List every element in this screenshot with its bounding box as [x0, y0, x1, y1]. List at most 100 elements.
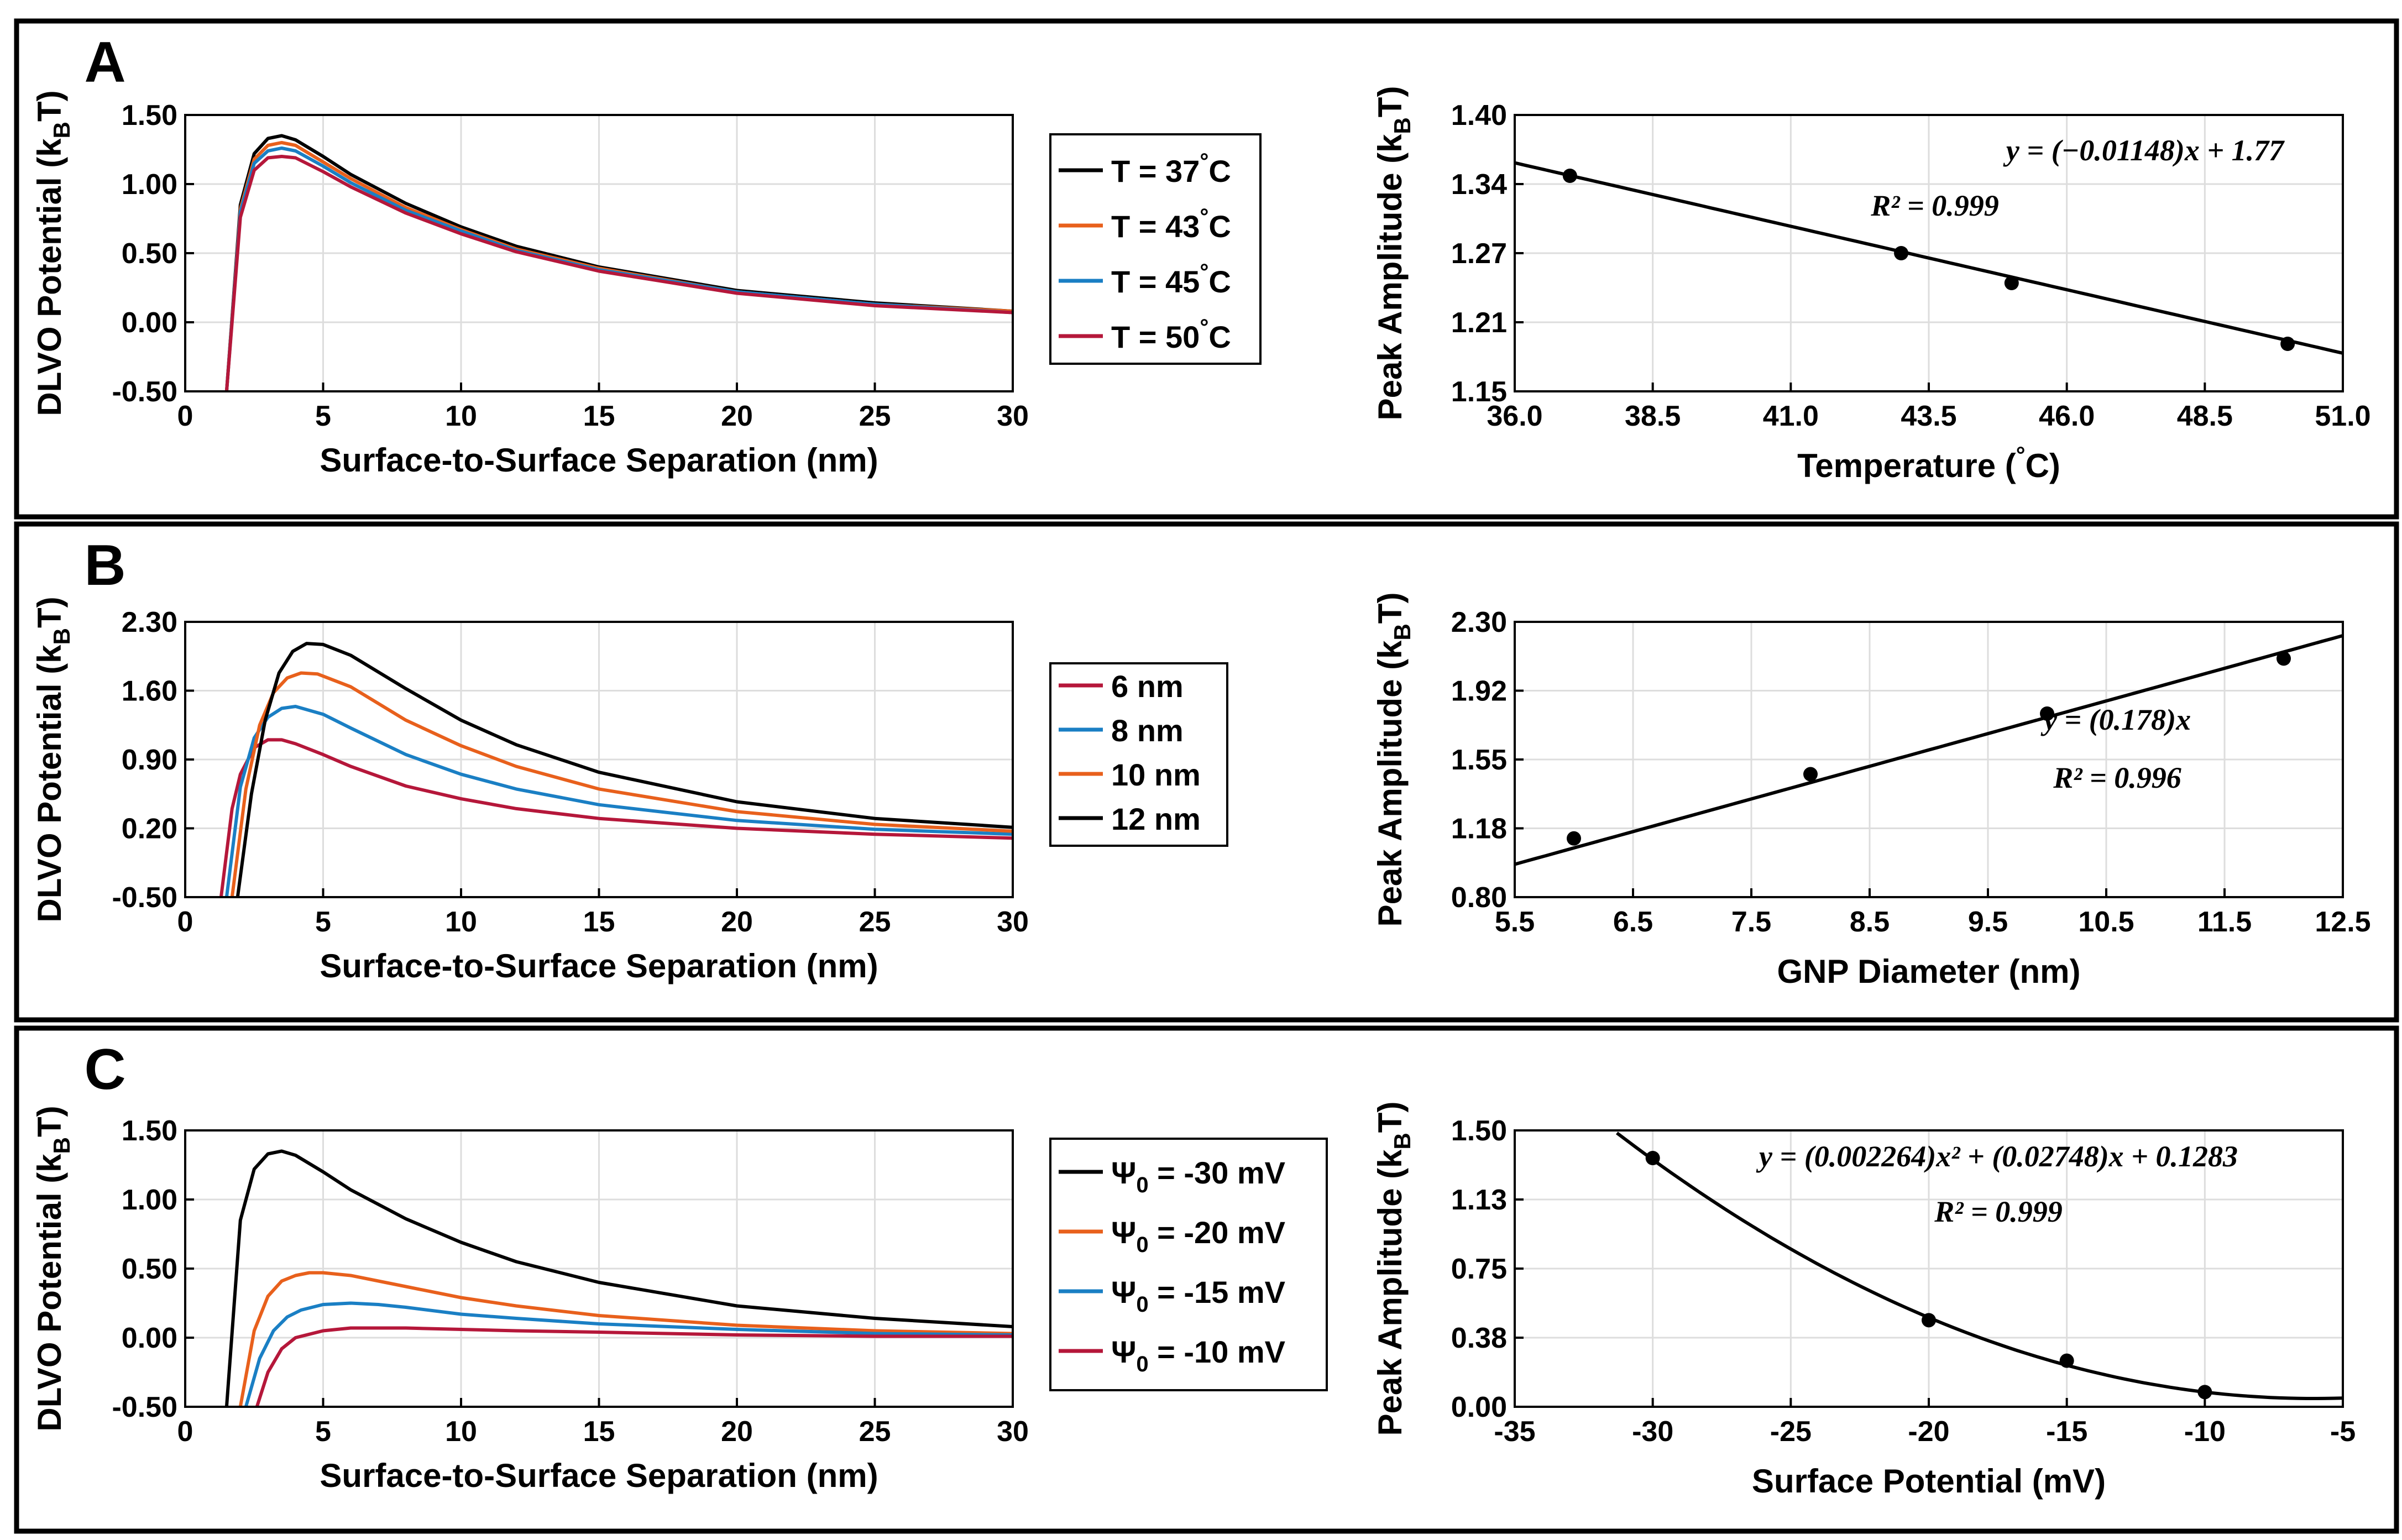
- series-line: [224, 1149, 1013, 1407]
- left-frame: [184, 114, 1014, 392]
- left-ytick-label: 0.00: [122, 307, 177, 339]
- right-ytick-label: 0.00: [1451, 1391, 1507, 1423]
- right-ytick-label: 1.40: [1451, 99, 1507, 132]
- fit-group: [1515, 634, 2343, 866]
- legend-entry: Ψ0 = -30 mV: [1111, 1155, 1285, 1197]
- panel-border: [14, 18, 2399, 520]
- left-ylabel-end: T): [31, 596, 68, 628]
- legend-entry: Ψ0 = -10 mV: [1111, 1334, 1285, 1376]
- data-point: [1922, 1313, 1936, 1328]
- legend-entry: 8 nm: [1111, 713, 1184, 748]
- right-xtick-label: -5: [2330, 1416, 2356, 1448]
- series-group: [224, 1149, 1013, 1407]
- right-ylabel-sub: B: [1389, 1133, 1415, 1149]
- left-xtick-label: 0: [177, 906, 193, 938]
- left-ytick-label: 2.30: [122, 606, 177, 638]
- right-ylabel: Peak Amplitude (kBT): [1372, 593, 1415, 927]
- fit-line: [1515, 161, 2343, 355]
- right-ylabel-sub: B: [1389, 624, 1415, 640]
- left-xtick-label: 30: [997, 400, 1029, 432]
- left-ytick-label: 0.50: [122, 238, 177, 270]
- right-ytick-label: 2.30: [1451, 606, 1507, 638]
- left-ylabel-sub: B: [49, 628, 75, 645]
- legend-sup: °: [1200, 149, 1208, 174]
- right-xlabel: Surface Potential (mV): [1752, 1463, 2106, 1500]
- panel-letter: B: [84, 533, 125, 598]
- fit-r2: R² = 0.999: [1934, 1195, 2062, 1228]
- xlabel-main: Temperature (: [1797, 447, 2016, 484]
- left-xtick-label: 25: [859, 400, 891, 432]
- legend-tail: C: [1208, 209, 1231, 244]
- right-ytick-label: 1.21: [1451, 307, 1507, 339]
- series-group: [224, 134, 1013, 391]
- right-xtick-label: -30: [1632, 1416, 1673, 1448]
- right-ytick-label: 1.18: [1451, 813, 1507, 845]
- legend-tail: = -10 mV: [1149, 1334, 1285, 1369]
- fit-group: [1515, 161, 2343, 355]
- right-xtick-label: 12.5: [2315, 906, 2370, 938]
- series-line: [230, 671, 1013, 897]
- series-line: [224, 705, 1013, 897]
- right-xtick-label: 6.5: [1613, 906, 1653, 938]
- legend-box: [1049, 1138, 1328, 1391]
- legend-tail: C: [1208, 264, 1231, 299]
- right-ylabel-end: T): [1372, 593, 1409, 624]
- right-ytick-label: 1.92: [1451, 675, 1507, 708]
- fit-r2: R² = 0.996: [2053, 761, 2181, 794]
- right-ylabel: Peak Amplitude (kBT): [1372, 86, 1415, 421]
- left-xtick-label: 0: [177, 1416, 193, 1448]
- legend-entry: Ψ0 = -15 mV: [1111, 1275, 1285, 1317]
- right-xtick-label: 11.5: [2197, 906, 2252, 938]
- left-ytick-label: -0.50: [112, 1391, 177, 1423]
- data-point: [1567, 831, 1581, 846]
- left-ytick-label: 1.00: [122, 169, 177, 201]
- left-xtick-label: 0: [177, 400, 193, 432]
- left-ylabel-main: DLVO Potential (k: [31, 645, 68, 923]
- left-ylabel-main: DLVO Potential (k: [31, 1154, 68, 1432]
- legend-tail: = -30 mV: [1149, 1155, 1285, 1190]
- left-xtick-label: 5: [315, 400, 331, 432]
- left-ytick-label: 1.50: [122, 1115, 177, 1147]
- legend-entry: T = 43°C: [1111, 205, 1231, 244]
- legend-label: T = 37: [1111, 154, 1200, 188]
- data-point: [1645, 1151, 1660, 1165]
- left-ylabel-sub: B: [49, 122, 75, 138]
- data-point: [1562, 169, 1577, 183]
- data-point: [2197, 1385, 2212, 1400]
- data-point: [1803, 767, 1818, 782]
- right-ytick-label: 1.50: [1451, 1115, 1507, 1147]
- legend-sub: 0: [1136, 1352, 1148, 1376]
- legend-sup: °: [1200, 315, 1208, 339]
- legend: T = 37°CT = 43°CT = 45°CT = 50°C: [1049, 133, 1262, 365]
- legend-box: [1049, 133, 1262, 365]
- right-xtick-label: -10: [2184, 1416, 2226, 1448]
- series-line: [244, 1301, 1013, 1407]
- left-xlabel: Surface-to-Surface Separation (nm): [320, 442, 878, 479]
- right-xtick-label: -20: [1908, 1416, 1949, 1448]
- left-xtick-label: 30: [997, 906, 1029, 938]
- left-ytick-label: -0.50: [112, 376, 177, 408]
- left-ylabel: DLVO Potential (kBT): [31, 596, 75, 922]
- data-point: [2277, 651, 2291, 666]
- legend-sup: °: [1200, 260, 1208, 284]
- left-chart: 0 5 10 15 20 25 30 1.50 1.00 0.50 0.00 -0.50 DLVO Po…: [31, 90, 1262, 479]
- left-ytick-label: 1.50: [122, 99, 177, 132]
- fit-equation: y = (−0.01148)x + 1.77: [2003, 134, 2285, 167]
- fit-group: [1615, 1132, 2343, 1400]
- left-ylabel-main: DLVO Potential (k: [31, 138, 68, 416]
- legend-label: 10 nm: [1111, 757, 1201, 792]
- legend-entry: 12 nm: [1111, 802, 1201, 836]
- left-xtick-label: 5: [315, 1416, 331, 1448]
- right-ylabel-main: Peak Amplitude (k: [1372, 640, 1409, 927]
- right-ylabel-main: Peak Amplitude (k: [1372, 1149, 1409, 1436]
- left-xtick-label: 10: [445, 1416, 477, 1448]
- left-ylabel: DLVO Potential (kBT): [31, 1106, 75, 1431]
- right-xtick-label: 46.0: [2039, 400, 2095, 432]
- data-point: [2004, 276, 2019, 290]
- right-ylabel-end: T): [1372, 86, 1409, 118]
- left-xtick-label: 20: [721, 400, 753, 432]
- right-ytick-label: 1.55: [1451, 744, 1507, 776]
- left-chart: 0 5 10 15 20 25 30 2.30 1.60 0.90 0.20 -0.50 DLVO Po…: [31, 596, 1228, 984]
- right-xtick-label: -35: [1494, 1416, 1535, 1448]
- legend: 6 nm 8 nm 10 nm 12 nm: [1049, 662, 1228, 847]
